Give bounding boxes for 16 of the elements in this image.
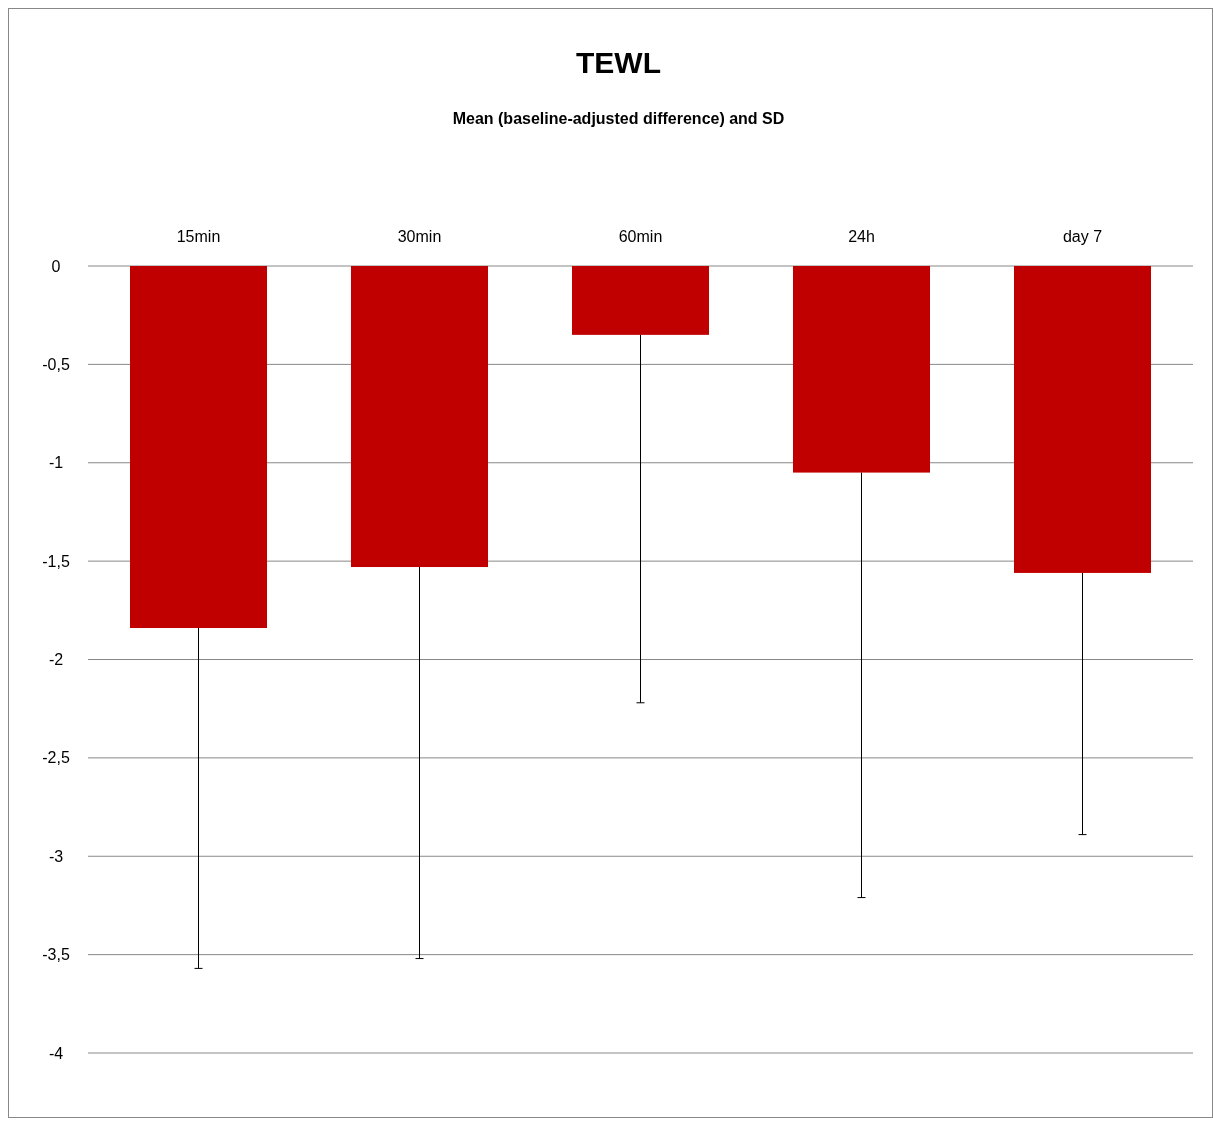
y-tick-label: -3,5 [42, 946, 70, 964]
chart-title: TEWL [576, 46, 661, 79]
y-tick-label: 0 [51, 257, 61, 275]
y-tick-label: -1,5 [42, 552, 70, 570]
y-tick-label: -3 [48, 847, 64, 865]
x-tick-label: day 7 [1062, 228, 1103, 245]
x-tick-label: 15min [176, 228, 221, 245]
y-tick-label: -2 [48, 651, 64, 669]
x-tick-label: 24h [848, 228, 875, 245]
y-tick-label: -2,5 [42, 749, 70, 767]
y-tick-label: -0,5 [42, 355, 70, 373]
y-tick-label: -4 [48, 1044, 64, 1062]
x-tick-label: 30min [397, 228, 442, 245]
y-tick-label: -1 [48, 454, 64, 472]
chart-subtitle: Mean (baseline-adjusted difference) and SD [452, 110, 785, 127]
x-tick-label: 60min [618, 228, 663, 245]
